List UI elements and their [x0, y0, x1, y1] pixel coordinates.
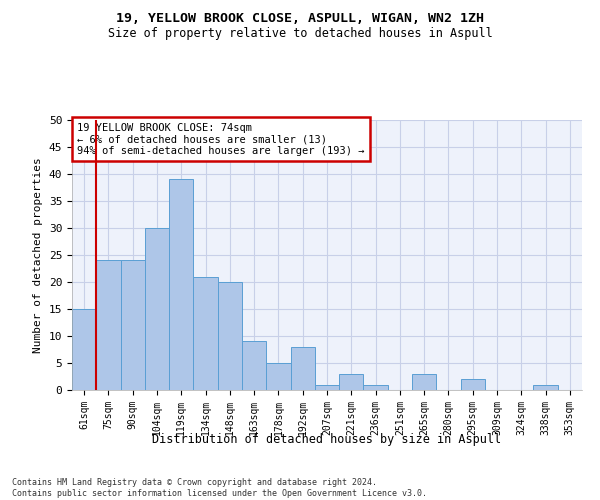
Bar — [145, 228, 169, 390]
Bar — [218, 282, 242, 390]
Text: 19, YELLOW BROOK CLOSE, ASPULL, WIGAN, WN2 1ZH: 19, YELLOW BROOK CLOSE, ASPULL, WIGAN, W… — [116, 12, 484, 26]
Y-axis label: Number of detached properties: Number of detached properties — [33, 157, 43, 353]
Bar — [533, 384, 558, 390]
Text: Size of property relative to detached houses in Aspull: Size of property relative to detached ho… — [107, 28, 493, 40]
Bar — [72, 309, 96, 390]
Bar — [242, 342, 266, 390]
Bar — [315, 384, 339, 390]
Bar — [121, 260, 145, 390]
Bar — [364, 384, 388, 390]
Bar — [339, 374, 364, 390]
Bar — [290, 347, 315, 390]
Bar — [193, 276, 218, 390]
Bar — [169, 180, 193, 390]
Bar — [96, 260, 121, 390]
Text: Contains HM Land Registry data © Crown copyright and database right 2024.
Contai: Contains HM Land Registry data © Crown c… — [12, 478, 427, 498]
Text: 19 YELLOW BROOK CLOSE: 74sqm
← 6% of detached houses are smaller (13)
94% of sem: 19 YELLOW BROOK CLOSE: 74sqm ← 6% of det… — [77, 122, 365, 156]
Bar — [412, 374, 436, 390]
Text: Distribution of detached houses by size in Aspull: Distribution of detached houses by size … — [152, 432, 502, 446]
Bar — [461, 379, 485, 390]
Bar — [266, 363, 290, 390]
